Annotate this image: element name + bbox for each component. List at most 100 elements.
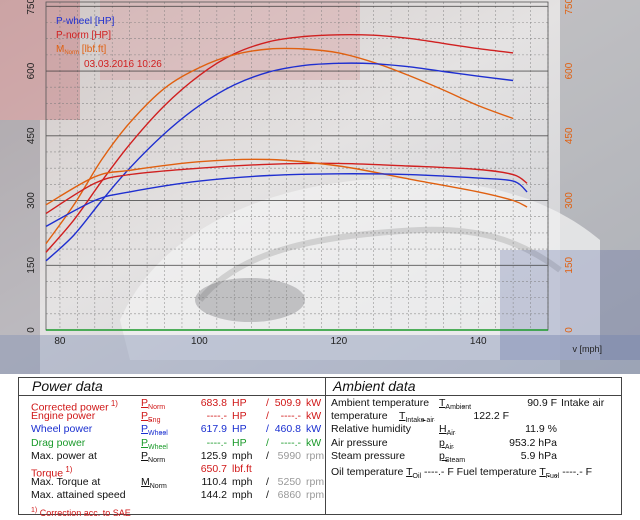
background-photo xyxy=(0,0,640,374)
power-row-value-1: 110.4 xyxy=(201,476,228,489)
power-row-value-2: 5250 xyxy=(277,476,301,489)
power-row-value-2: ----.- xyxy=(280,436,301,449)
y-right-tick-label: 450 xyxy=(564,127,575,144)
power-row-unit-2: kW xyxy=(306,423,322,436)
ambient-row-value: 122.2 F xyxy=(473,410,509,423)
power-row-label: Wheel power xyxy=(31,423,93,436)
x-axis-unit-label: v [mph] xyxy=(572,344,602,354)
power-row-value-1: 650.7 xyxy=(200,463,227,475)
power-row-value-1: ----.- xyxy=(206,410,227,423)
y-right-tick-label: 0 xyxy=(564,327,575,333)
chart-svg: 0 150 300 450 600 750 0 150 300 450 600 750 80 100 120… xyxy=(0,0,640,374)
legend-entry-p-norm: P-norm [HP] xyxy=(56,30,111,41)
power-row-unit-1: mph xyxy=(232,449,253,462)
report-panel: Power data Ambient data Corrected power … xyxy=(18,377,622,518)
power-row-unit-2: rpm xyxy=(306,489,325,502)
report-column-divider xyxy=(325,378,326,514)
legend-m-sub: Norm xyxy=(64,50,79,56)
x-tick-label: 80 xyxy=(54,336,66,347)
power-row-symbol: PWheel xyxy=(141,423,168,438)
power-row-label: Corrected power 1) xyxy=(31,399,118,414)
power-row-value-2: 6860 xyxy=(277,489,301,502)
power-row-unit-1: HP xyxy=(232,436,247,449)
footnote-text: Correction acc. to SAE xyxy=(39,508,131,518)
chart-series xyxy=(45,34,528,262)
series-line-p-norm-loss xyxy=(45,162,528,215)
y-left-tick-label: 750 xyxy=(26,0,37,15)
ambient-row-label: Steam pressure xyxy=(331,449,406,462)
ambient-row-symbol: pSteam xyxy=(439,449,466,464)
dyno-chart: 0 150 300 450 600 750 0 150 300 450 600 750 80 100 120… xyxy=(0,0,640,374)
power-row-unit-2: kW xyxy=(306,397,322,409)
fuel-temp-label: Fuel temperature xyxy=(456,466,540,478)
power-row-symbol: MNorm xyxy=(141,476,167,491)
ambient-row-symbol: HAir xyxy=(439,423,456,438)
power-row-label: Engine power xyxy=(31,410,96,423)
ambient-row-label: Ambient temperature xyxy=(331,397,430,409)
ambient-row-value: 90.9 F xyxy=(527,397,557,409)
legend-entry-p-wheel: P-wheel [HP] xyxy=(56,16,115,27)
chart-legend: P-wheel [HP] P-norm [HP] MNorm [lbf.ft] … xyxy=(56,16,162,70)
ambient-row-label: Relative humidity xyxy=(331,423,411,436)
ambient-row-extra: Intake air xyxy=(561,397,605,409)
fuel-temp-symbol: TFuel xyxy=(539,466,560,481)
power-row-value-1: 125.9 xyxy=(200,449,227,462)
power-row-unit-1: lbf.ft xyxy=(232,463,252,475)
y-left-tick-label: 0 xyxy=(26,327,37,333)
ambient-data-title: Ambient data xyxy=(333,378,416,394)
y-right-tick-label: 600 xyxy=(564,62,575,79)
y-left-tick-label: 600 xyxy=(26,62,37,79)
power-row-label: Torque 1) xyxy=(31,465,73,480)
power-row-separator: / xyxy=(266,436,269,449)
legend-m-unit: [lbf.ft] xyxy=(79,44,106,55)
power-data-title: Power data xyxy=(32,378,103,394)
power-row-unit-1: HP xyxy=(232,410,247,423)
ambient-row-value: 5.9 hPa xyxy=(520,449,557,462)
power-row-symbol: PWheel xyxy=(141,436,168,451)
ambient-row-symbol: TIntake air xyxy=(399,410,435,425)
y-left-tick-label: 300 xyxy=(26,192,37,209)
ambient-row-symbol: pAir xyxy=(439,436,454,451)
ambient-row-symbol: TAmbient xyxy=(439,397,472,412)
legend-m-symbol: M xyxy=(56,44,64,55)
y-left-tick-label: 150 xyxy=(26,256,37,273)
power-row-unit-2: rpm xyxy=(306,449,325,462)
legend-entry-m-norm: MNorm [lbf.ft] xyxy=(56,44,106,56)
power-row-value-1: 144.2 xyxy=(200,489,227,502)
power-row-separator: / xyxy=(266,397,269,409)
series-line-p-norm xyxy=(45,34,514,253)
y-right-tick-label: 300 xyxy=(564,192,575,209)
footnote-marker: 1) xyxy=(31,507,38,514)
power-row-value-1: 683.8 xyxy=(200,397,227,409)
power-row-value-2: ----.- xyxy=(280,410,301,423)
power-row-label: Max. Torque at xyxy=(31,476,101,489)
power-row-unit-1: mph xyxy=(232,489,253,502)
oil-temp-value: ----.- F xyxy=(421,466,457,478)
power-row-value-1: ----.- xyxy=(206,436,227,449)
power-row-unit-2: rpm xyxy=(306,476,325,489)
series-line-p-wheel xyxy=(45,62,514,262)
power-row-separator: / xyxy=(266,476,269,489)
power-row-value-1: 617.9 xyxy=(200,423,227,436)
power-row-value-2: 509.9 xyxy=(274,397,301,409)
power-row-value-2: 460.8 xyxy=(274,423,301,436)
x-tick-label: 120 xyxy=(330,336,347,347)
power-row-symbol: PNorm xyxy=(141,397,166,412)
y-left-tick-label: 450 xyxy=(26,127,37,144)
correction-footnote: 1) Correction acc. to SAE xyxy=(31,504,131,520)
ambient-row-value: 953.2 hPa xyxy=(509,436,557,449)
power-row-label: Drag power xyxy=(31,436,86,449)
power-row-unit-1: HP xyxy=(232,423,247,436)
power-row-label: Max. power at xyxy=(31,449,97,462)
series-line-m-norm xyxy=(45,47,514,245)
oil-temp-label: Oil temperature xyxy=(331,466,407,478)
power-row-label: Max. attained speed xyxy=(31,489,126,502)
y-right-tick-label: 750 xyxy=(564,0,575,15)
x-tick-label: 100 xyxy=(191,336,208,347)
ambient-row-value: 11.9 % xyxy=(525,423,557,436)
fuel-temp-value: ----.- F xyxy=(559,466,593,478)
power-row-separator: / xyxy=(266,410,269,423)
power-row-unit-2: kW xyxy=(306,436,322,449)
oil-fuel-row: Oil temperature TOil ----.- F Fuel tempe… xyxy=(331,466,592,483)
report-divider xyxy=(19,395,621,396)
